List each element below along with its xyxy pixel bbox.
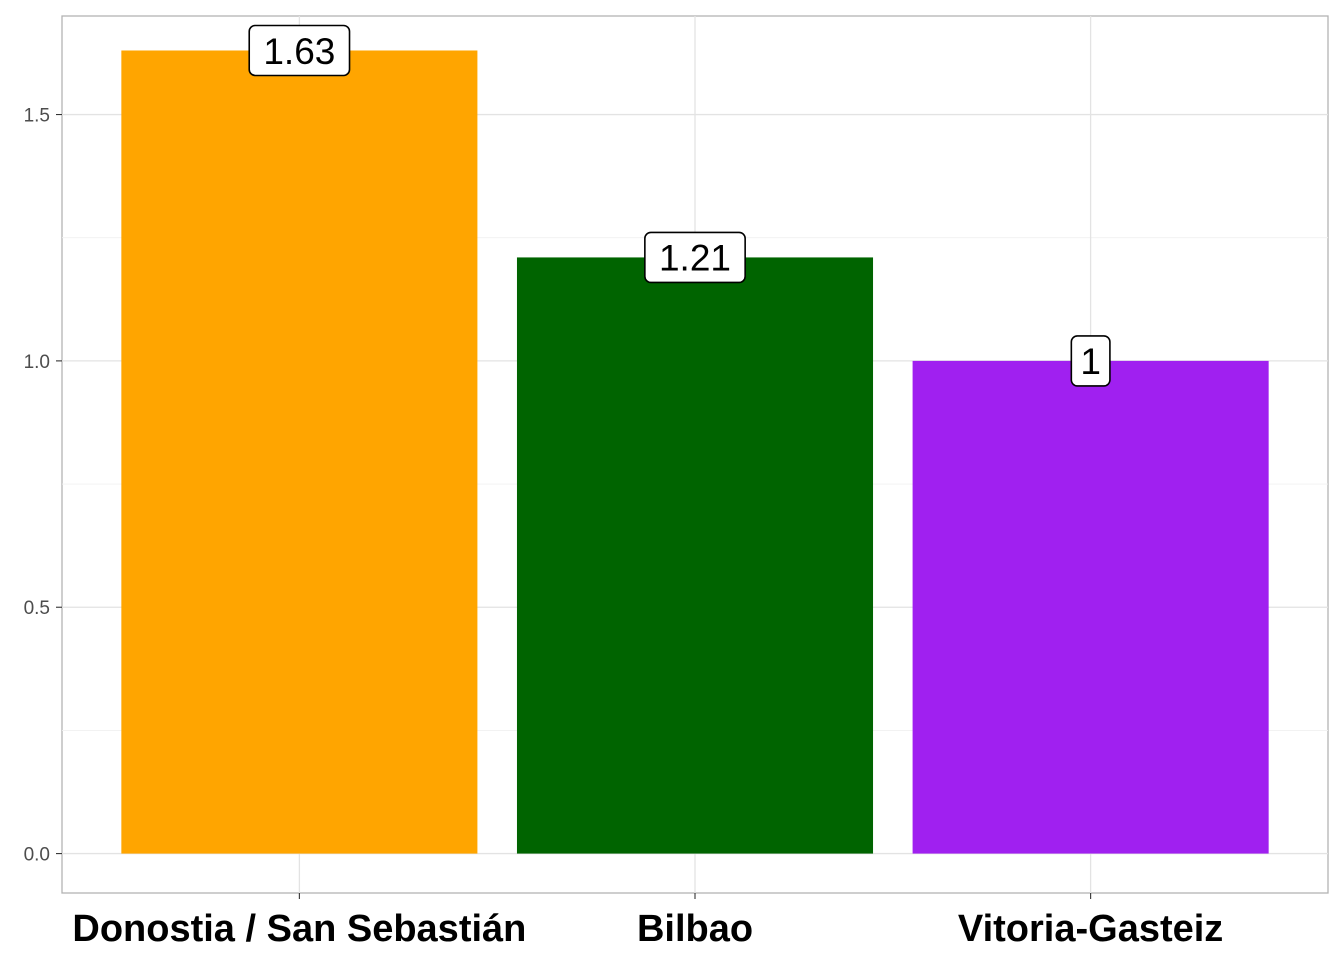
x-axis: Donostia / San Sebastián Bilbao Vitoria-Ga… bbox=[72, 893, 1223, 950]
bar bbox=[912, 360, 1269, 854]
value-label-box bbox=[1070, 335, 1111, 387]
value-label-box bbox=[248, 24, 351, 77]
x-category-label: Bilbao bbox=[637, 908, 753, 950]
value-label-box bbox=[644, 231, 746, 284]
value-label: 1.21 bbox=[659, 238, 731, 279]
bar bbox=[121, 50, 478, 854]
value-label: 1 bbox=[1080, 341, 1101, 382]
y-tick-label: 0.0 bbox=[24, 845, 50, 866]
y-axis: 0.0 0.5 1.0 1.5 bbox=[24, 106, 62, 866]
y-tick-label: 0.5 bbox=[24, 598, 50, 619]
x-category-label: Donostia / San Sebastián bbox=[72, 908, 526, 950]
value-label: 1.63 bbox=[263, 31, 335, 72]
x-category-label: Vitoria-Gasteiz bbox=[958, 908, 1223, 950]
value-labels-group: 1.63 1.21 1 bbox=[248, 24, 1111, 387]
bar bbox=[516, 257, 874, 854]
bars-group bbox=[121, 50, 1269, 854]
y-tick-label: 1.5 bbox=[24, 106, 50, 127]
y-tick-label: 1.0 bbox=[24, 352, 50, 373]
